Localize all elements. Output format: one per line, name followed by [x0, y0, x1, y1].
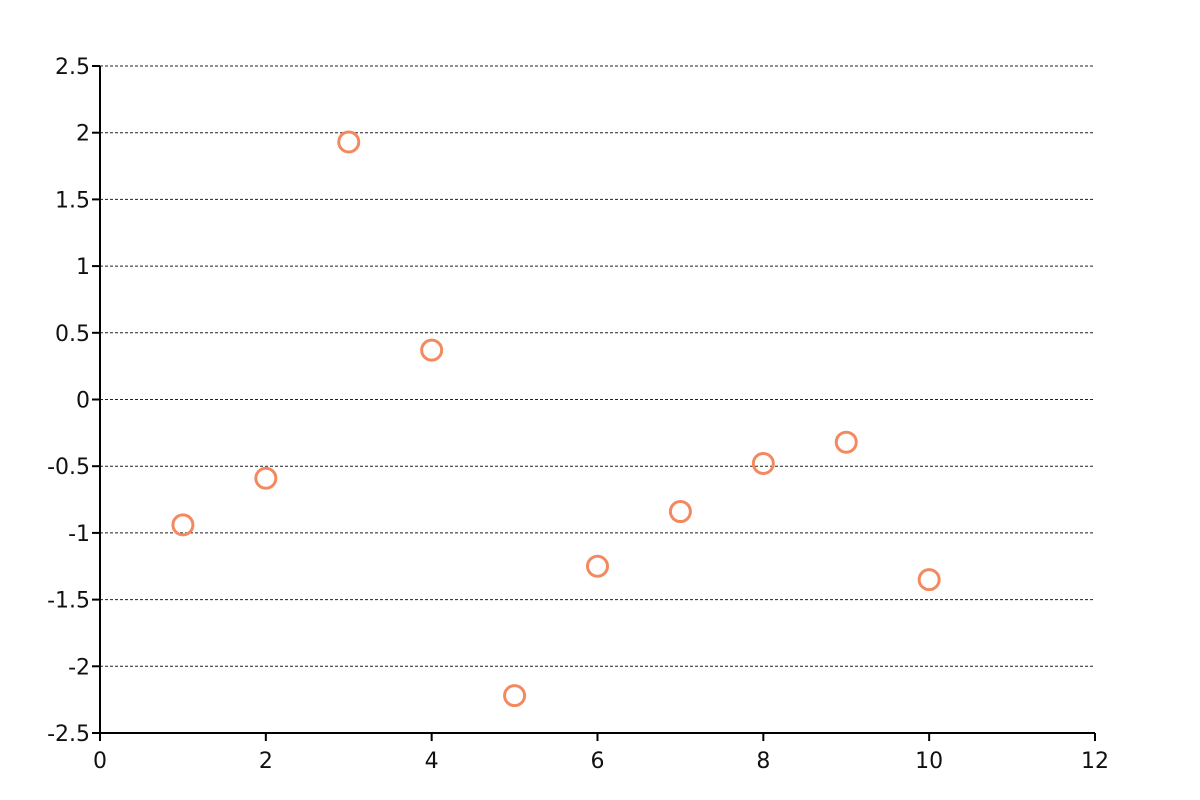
x-tick-label: 8 [756, 749, 770, 774]
x-tick-label: 10 [915, 749, 943, 774]
data-point [171, 513, 195, 537]
x-tick-label: 4 [425, 749, 439, 774]
x-tick-label: 6 [591, 749, 605, 774]
x-tick-label: 12 [1081, 749, 1109, 774]
data-point [751, 452, 775, 476]
y-tick-label: -1.5 [47, 589, 90, 614]
y-tick-label: -1 [68, 522, 90, 547]
y-tick-label: 1 [76, 255, 90, 280]
data-point [337, 130, 361, 154]
x-tick-label: 0 [93, 749, 107, 774]
data-point [503, 684, 527, 708]
data-point [834, 430, 858, 454]
data-point [668, 500, 692, 524]
y-tick-label: 2 [76, 122, 90, 147]
data-points [171, 130, 941, 708]
grid-lines [100, 65, 1095, 667]
y-tick-label: -2 [68, 655, 90, 680]
data-point [254, 466, 278, 490]
y-tick-label: -0.5 [47, 455, 90, 480]
y-tick-label: 0.5 [55, 322, 90, 347]
data-point [917, 568, 941, 592]
data-point [586, 554, 609, 578]
x-tick-label: 2 [259, 749, 273, 774]
y-tick-label: 0 [76, 389, 90, 414]
y-tick-label: 1.5 [55, 188, 90, 213]
data-point [420, 338, 444, 362]
y-tick-label: -2.5 [47, 722, 90, 747]
y-tick-label: 2.5 [55, 55, 90, 80]
tick-labels: 2.521.510.50-0.5-1-1.5-2-2.50 2 4 6 8 10 12 [47, 55, 1109, 774]
